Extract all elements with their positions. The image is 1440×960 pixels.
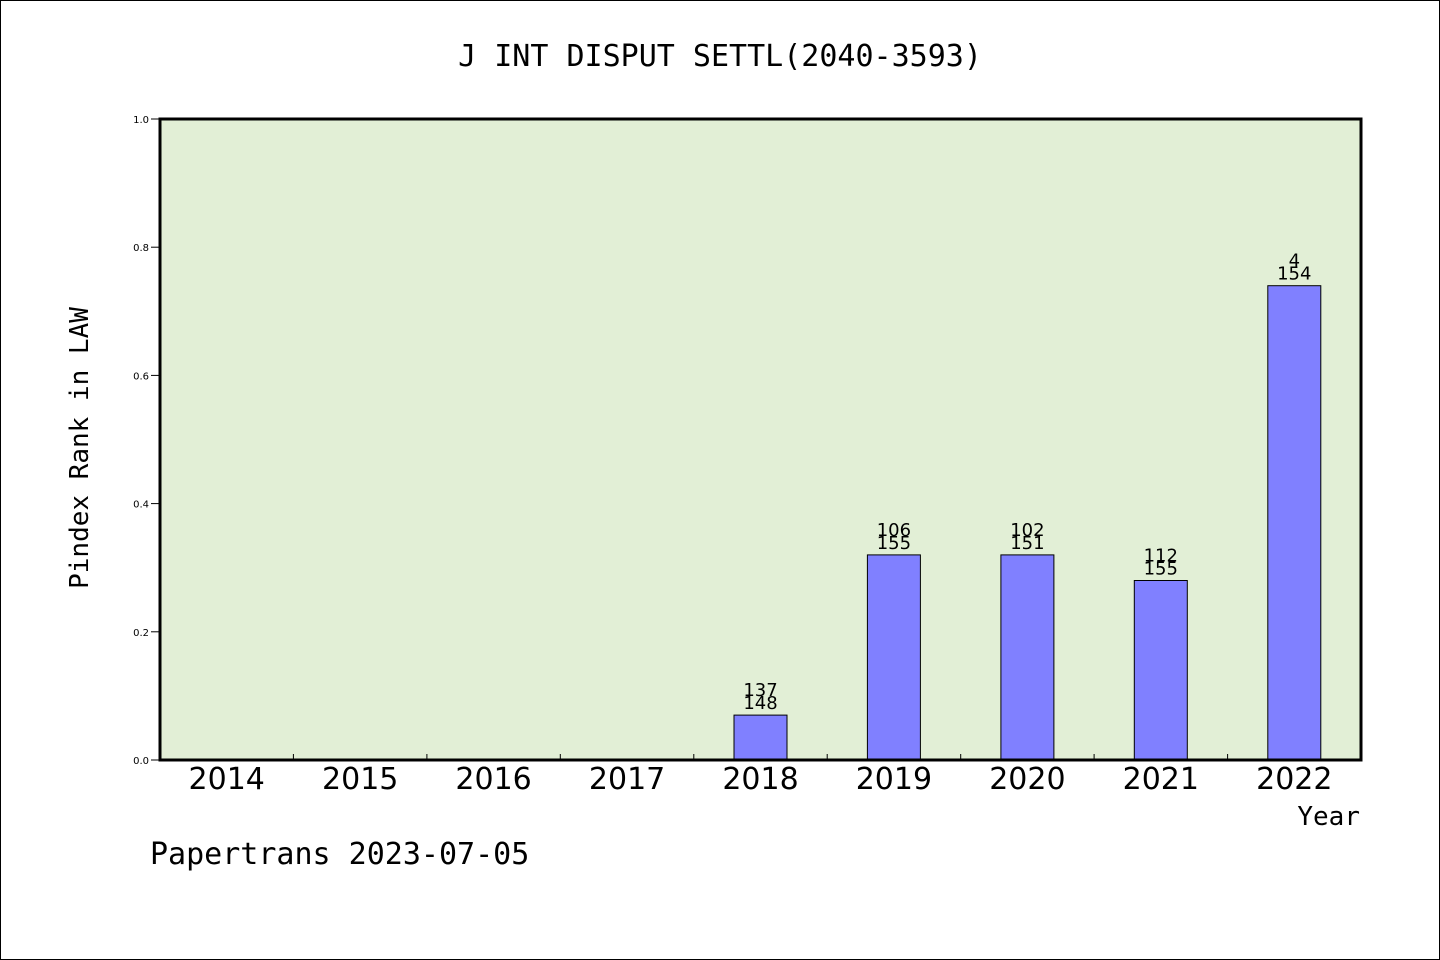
x-tick-label-2022: 2022 — [1256, 762, 1332, 797]
bar-2019 — [866, 554, 921, 761]
data-label-top-2019: 106 — [877, 520, 911, 541]
y-tick-label-0.2: 0.2 — [133, 628, 149, 639]
data-label-bottom-2022: 154 — [1277, 264, 1311, 285]
data-label-top-2018: 137 — [743, 680, 777, 701]
bar-2022 — [1267, 285, 1322, 761]
data-label-bottom-2019: 155 — [877, 533, 911, 554]
data-label-bottom-2018: 148 — [743, 693, 777, 714]
data-label-top-2022: 4 — [1289, 251, 1300, 272]
x-tick-label-2018: 2018 — [722, 762, 798, 797]
y-tick-label-1.0: 1.0 — [133, 115, 149, 126]
footer-text: Papertrans 2023-07-05 — [150, 837, 529, 872]
data-label-top-2021: 112 — [1144, 546, 1178, 567]
bar-2020 — [1000, 554, 1055, 761]
plot-border — [158, 117, 1363, 762]
x-tick-label-2016: 2016 — [455, 762, 531, 797]
y-tick-label-0.4: 0.4 — [133, 500, 149, 511]
data-label-bottom-2020: 151 — [1010, 533, 1044, 554]
bar-2018 — [733, 714, 788, 761]
y-tick-label-0.8: 0.8 — [133, 243, 149, 254]
chart-title: J INT DISPUT SETTL(2040-3593) — [458, 39, 982, 74]
ticks-layer: 2014 2015 2016 2017 2018 2019 2020 2021 2022 0.0 0… — [133, 115, 1332, 797]
x-tick-label-2014: 2014 — [189, 762, 265, 797]
x-tick-label-2021: 2021 — [1123, 762, 1199, 797]
bar-2021 — [1133, 580, 1188, 761]
x-tick-label-2019: 2019 — [856, 762, 932, 797]
x-axis-label: Year — [1297, 802, 1360, 832]
y-axis-label: Pindex Rank in LAW — [65, 307, 95, 589]
y-tick-label-0.0: 0.0 — [133, 756, 149, 767]
x-tick-label-2017: 2017 — [589, 762, 665, 797]
data-label-bottom-2021: 155 — [1144, 559, 1178, 580]
x-tick-label-2015: 2015 — [322, 762, 398, 797]
data-label-top-2020: 102 — [1010, 520, 1044, 541]
x-tick-label-2020: 2020 — [989, 762, 1065, 797]
y-tick-label-0.6: 0.6 — [133, 371, 149, 382]
